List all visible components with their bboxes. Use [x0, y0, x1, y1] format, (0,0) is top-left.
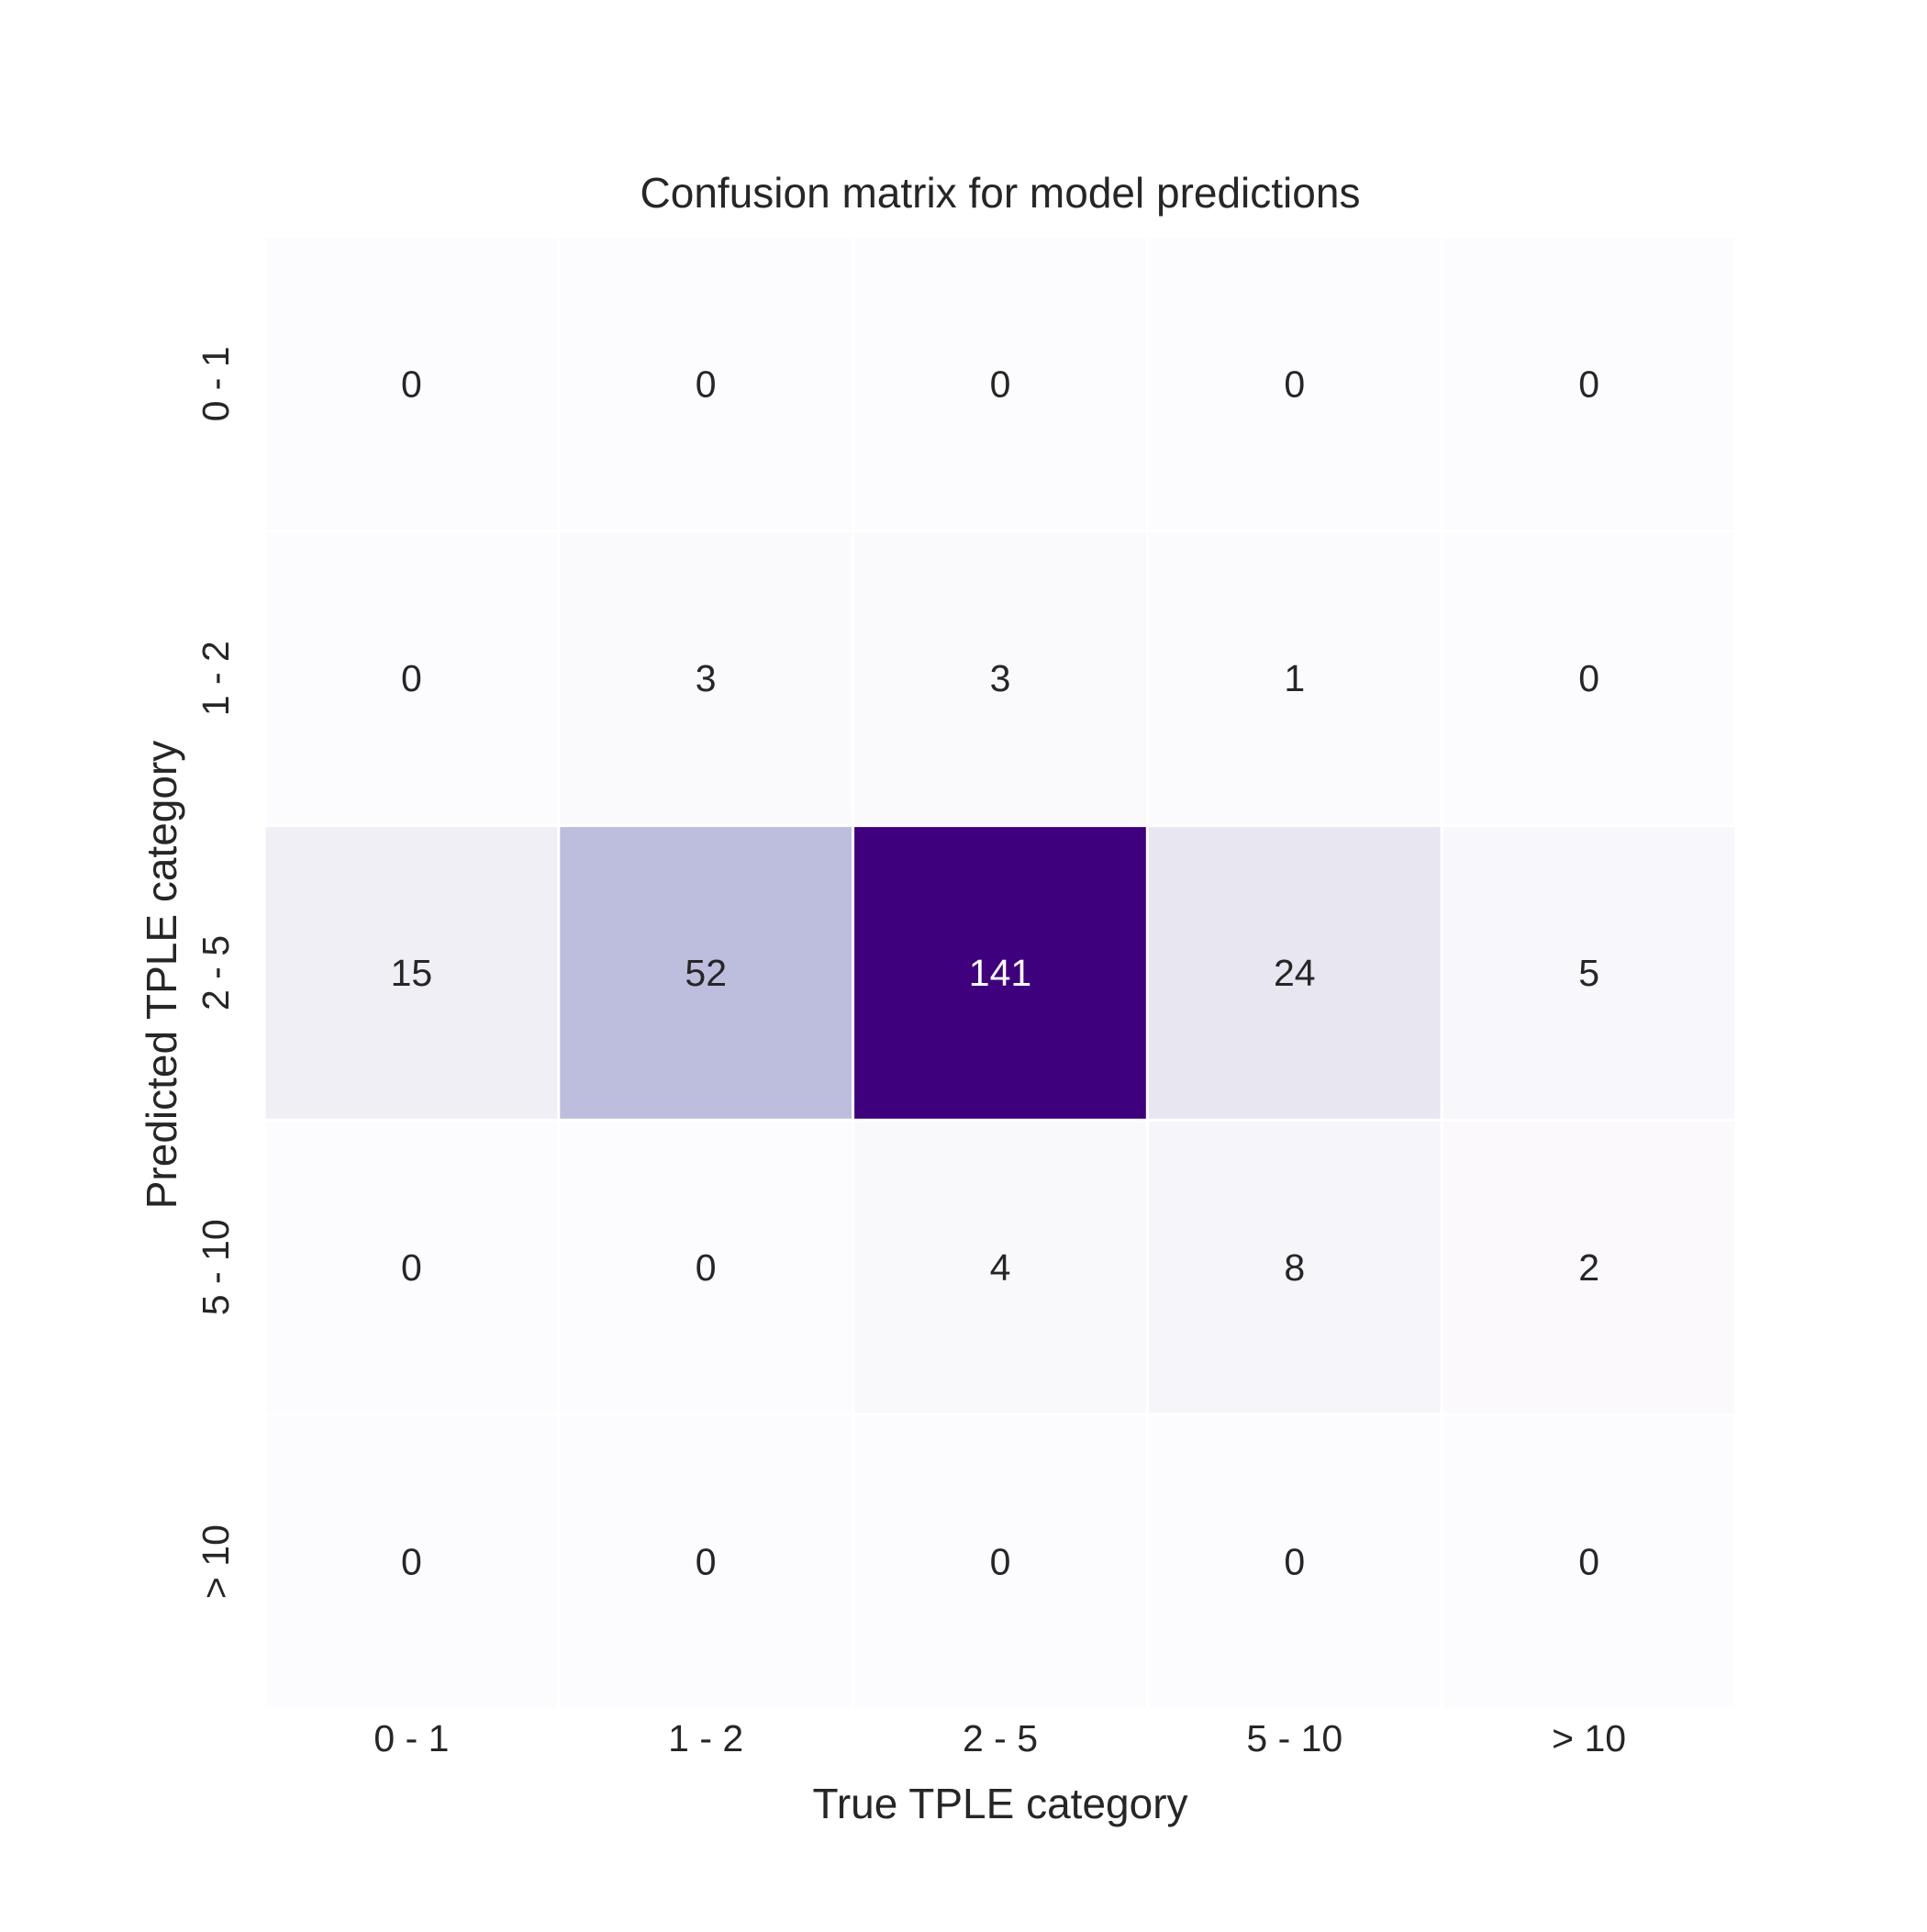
y-axis-label: Predicted TPLE category	[138, 741, 185, 1210]
heatmap-cell-value: 0	[990, 363, 1011, 405]
heatmap-cell	[1145, 824, 1443, 1122]
y-tick-label: 2 - 5	[195, 935, 237, 1011]
heatmap-cell	[262, 530, 561, 828]
heatmap-cell-value: 52	[685, 952, 727, 994]
heatmap-cell	[262, 1118, 561, 1416]
heatmap-cell-value: 3	[696, 657, 717, 699]
heatmap-cell-value: 0	[1284, 1541, 1305, 1583]
heatmap-cell-value: 15	[391, 952, 433, 994]
y-tick-label: 1 - 2	[195, 641, 237, 716]
heatmap-cell-value: 0	[1284, 363, 1305, 405]
heatmap-cell-value: 141	[969, 952, 1031, 994]
heatmap-cell	[1440, 530, 1738, 828]
heatmap-cell-value: 0	[401, 363, 422, 405]
heatmap-cell	[1145, 1118, 1443, 1416]
x-axis-label: True TPLE category	[812, 1780, 1187, 1827]
heatmap-cell	[852, 235, 1149, 533]
heatmap-cell-value: 0	[401, 1246, 422, 1289]
heatmap-cell	[852, 1118, 1149, 1416]
x-tick-label: 2 - 5	[963, 1717, 1038, 1759]
heatmap-cell	[557, 1413, 855, 1711]
x-tick-label: 0 - 1	[373, 1717, 449, 1759]
heatmap-cell-value: 0	[401, 1541, 422, 1583]
heatmap-cell	[852, 530, 1149, 828]
heatmap-cell-value: 5	[1578, 952, 1599, 994]
y-axis-ticks: 0 - 1 1 - 2 2 - 5 5 - 10 > 10	[195, 346, 237, 1599]
heatmap-cell	[557, 1118, 855, 1416]
heatmap-cell-value: 0	[1578, 657, 1599, 699]
heatmap-cell-value: 3	[990, 657, 1011, 699]
heatmap-cell-value: 0	[401, 657, 422, 699]
heatmap-cell-value: 1	[1284, 657, 1305, 699]
heatmap-cells	[262, 235, 1738, 1711]
heatmap-cell-value: 0	[1578, 1541, 1599, 1583]
y-tick-label: 5 - 10	[195, 1219, 237, 1315]
heatmap-cell-value: 0	[1578, 363, 1599, 405]
heatmap-cell-value: 24	[1274, 952, 1316, 994]
x-tick-label: 1 - 2	[668, 1717, 743, 1759]
x-tick-label: > 10	[1552, 1717, 1626, 1759]
heatmap-cell	[262, 1413, 561, 1711]
x-axis-ticks: 0 - 1 1 - 2 2 - 5 5 - 10 > 10	[373, 1717, 1626, 1759]
heatmap-cell	[262, 235, 561, 533]
heatmap-cell-value: 0	[696, 363, 717, 405]
heatmap-cell-value: 8	[1284, 1246, 1305, 1289]
heatmap-cell	[852, 1413, 1149, 1711]
heatmap-cell-value: 4	[990, 1246, 1011, 1289]
heatmap-cell	[557, 824, 855, 1122]
heatmap-cell	[852, 824, 1149, 1122]
chart-title: Confusion matrix for model predictions	[640, 169, 1361, 217]
heatmap-cell	[557, 235, 855, 533]
heatmap-cell	[1440, 235, 1738, 533]
y-tick-label: > 10	[195, 1524, 237, 1599]
heatmap-cell-value: 0	[696, 1541, 717, 1583]
heatmap-cell	[1440, 1118, 1738, 1416]
heatmap-cell	[1440, 1413, 1738, 1711]
heatmap-cell-value: 0	[990, 1541, 1011, 1583]
heatmap-cell-value: 2	[1578, 1246, 1599, 1289]
heatmap-cell-value: 0	[696, 1246, 717, 1289]
y-tick-label: 0 - 1	[195, 346, 237, 421]
heatmap-cell-labels: 0 0 0 0 0 0 3 3 1 0 15 52 141 24 5 0 0 4 8 2 0 0 0 0 0	[391, 363, 1599, 1582]
heatmap-cell	[1145, 235, 1443, 533]
x-tick-label: 5 - 10	[1246, 1717, 1342, 1759]
heatmap-cell	[1440, 824, 1738, 1122]
